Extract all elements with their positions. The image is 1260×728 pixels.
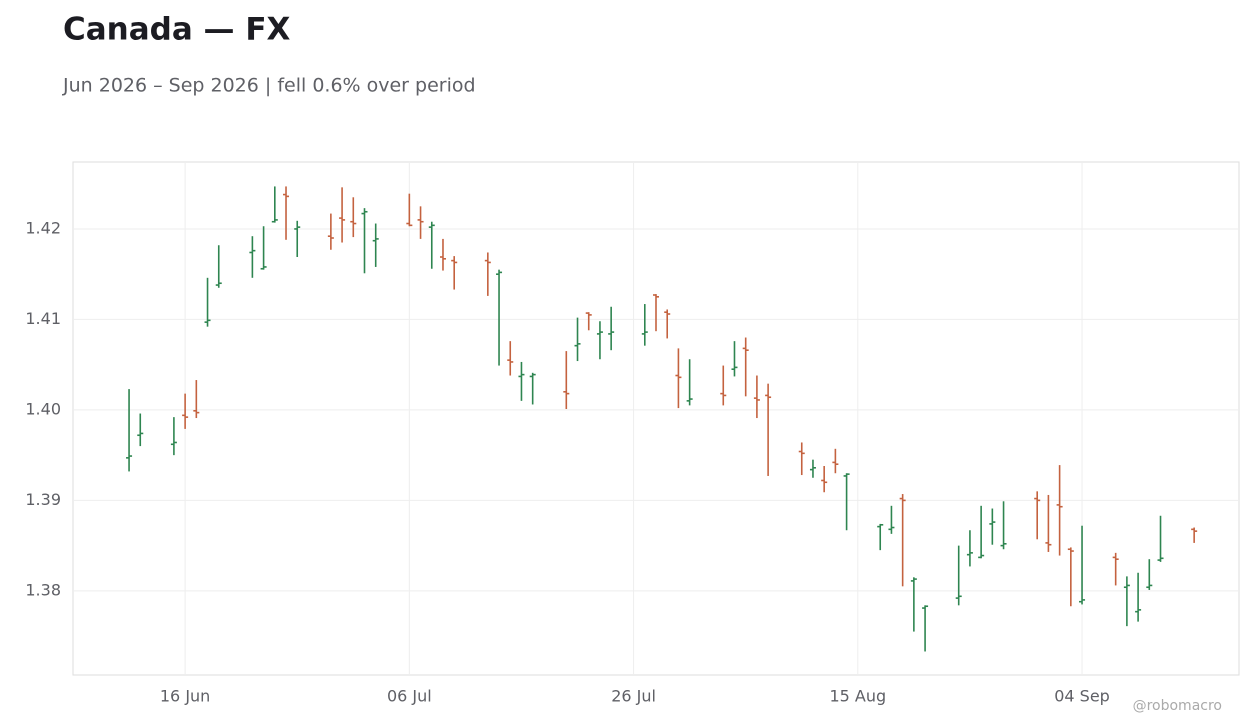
x-tick-label: 04 Sep (1054, 687, 1110, 706)
y-tick-label: 1.38 (25, 580, 61, 599)
watermark: @robomacro (1133, 698, 1222, 714)
x-tick-label: 06 Jul (387, 687, 432, 706)
y-tick-label: 1.41 (25, 309, 61, 328)
y-tick-label: 1.42 (25, 218, 61, 237)
x-tick-label: 16 Jun (160, 687, 210, 706)
y-tick-label: 1.39 (25, 490, 61, 509)
y-tick-label: 1.40 (25, 399, 61, 418)
x-tick-label: 26 Jul (611, 687, 656, 706)
chart-title: Canada — FX (63, 12, 291, 48)
plot-area (72, 161, 1240, 676)
chart-subtitle: Jun 2026 – Sep 2026 | fell 0.6% over per… (62, 75, 476, 97)
x-tick-label: 15 Aug (829, 687, 886, 706)
